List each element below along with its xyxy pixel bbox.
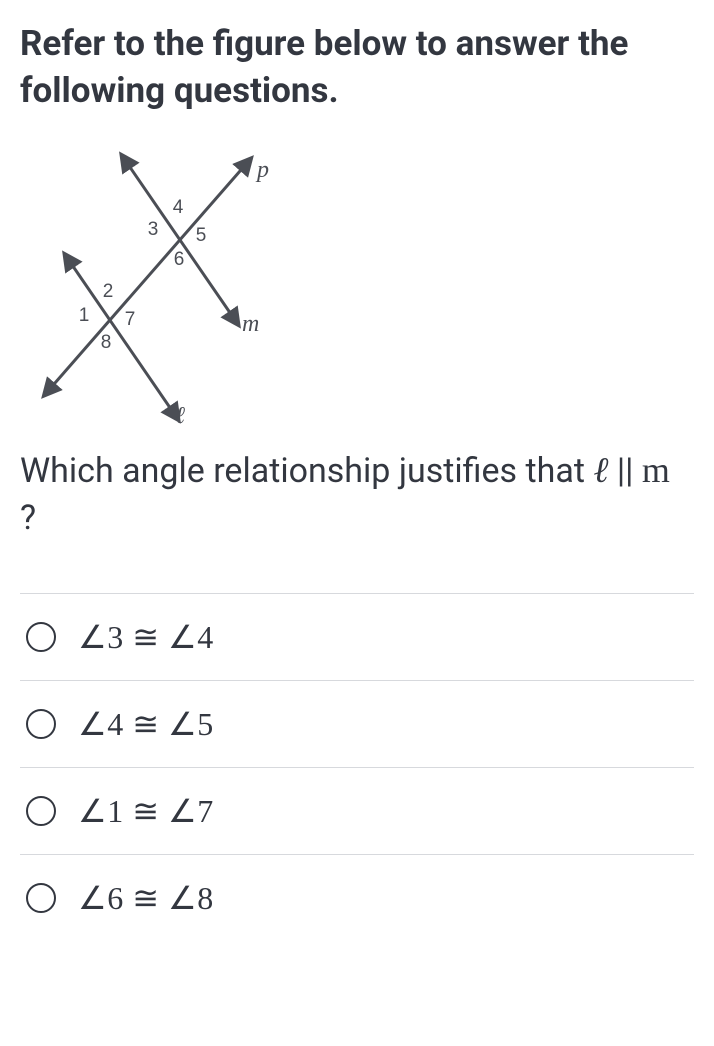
question-var-m: m	[642, 450, 670, 490]
geometry-figure: p m ℓ 4 3 5 6 2 1 7 8	[20, 145, 694, 435]
radio-icon	[26, 622, 56, 652]
question-suffix: ?	[20, 498, 36, 538]
angle-label-8: 8	[101, 332, 112, 353]
angle-label-2: 2	[103, 281, 114, 302]
angle-label-7: 7	[125, 309, 136, 330]
radio-icon	[26, 709, 56, 739]
angle-label-5: 5	[196, 225, 207, 246]
question-text: Which angle relationship justifies that …	[20, 445, 694, 543]
instruction-text: Refer to the figure below to answer the …	[20, 20, 694, 115]
line-label-l: ℓ	[175, 403, 185, 429]
option-d[interactable]: ∠6 ≅ ∠8	[20, 854, 694, 935]
option-a-label: ∠3 ≅ ∠4	[78, 618, 214, 656]
option-a[interactable]: ∠3 ≅ ∠4	[20, 593, 694, 680]
option-c[interactable]: ∠1 ≅ ∠7	[20, 767, 694, 854]
option-c-label: ∠1 ≅ ∠7	[78, 792, 214, 830]
angle-label-6: 6	[174, 249, 185, 270]
option-d-label: ∠6 ≅ ∠8	[78, 879, 214, 917]
question-parallel-symbol: ||	[608, 451, 641, 491]
question-prefix: Which angle relationship justifies that	[20, 451, 593, 491]
radio-icon	[26, 796, 56, 826]
line-label-m: m	[242, 311, 259, 337]
angle-label-4: 4	[173, 197, 184, 218]
line-label-p: p	[255, 157, 269, 183]
radio-icon	[26, 883, 56, 913]
angle-label-3: 3	[148, 219, 159, 240]
answer-options: ∠3 ≅ ∠4 ∠4 ≅ ∠5 ∠1 ≅ ∠7 ∠6 ≅ ∠8	[20, 593, 694, 935]
question-var-l: ℓ	[593, 450, 608, 490]
angle-label-1: 1	[79, 305, 90, 326]
option-b[interactable]: ∠4 ≅ ∠5	[20, 680, 694, 767]
option-b-label: ∠4 ≅ ∠5	[78, 705, 214, 743]
